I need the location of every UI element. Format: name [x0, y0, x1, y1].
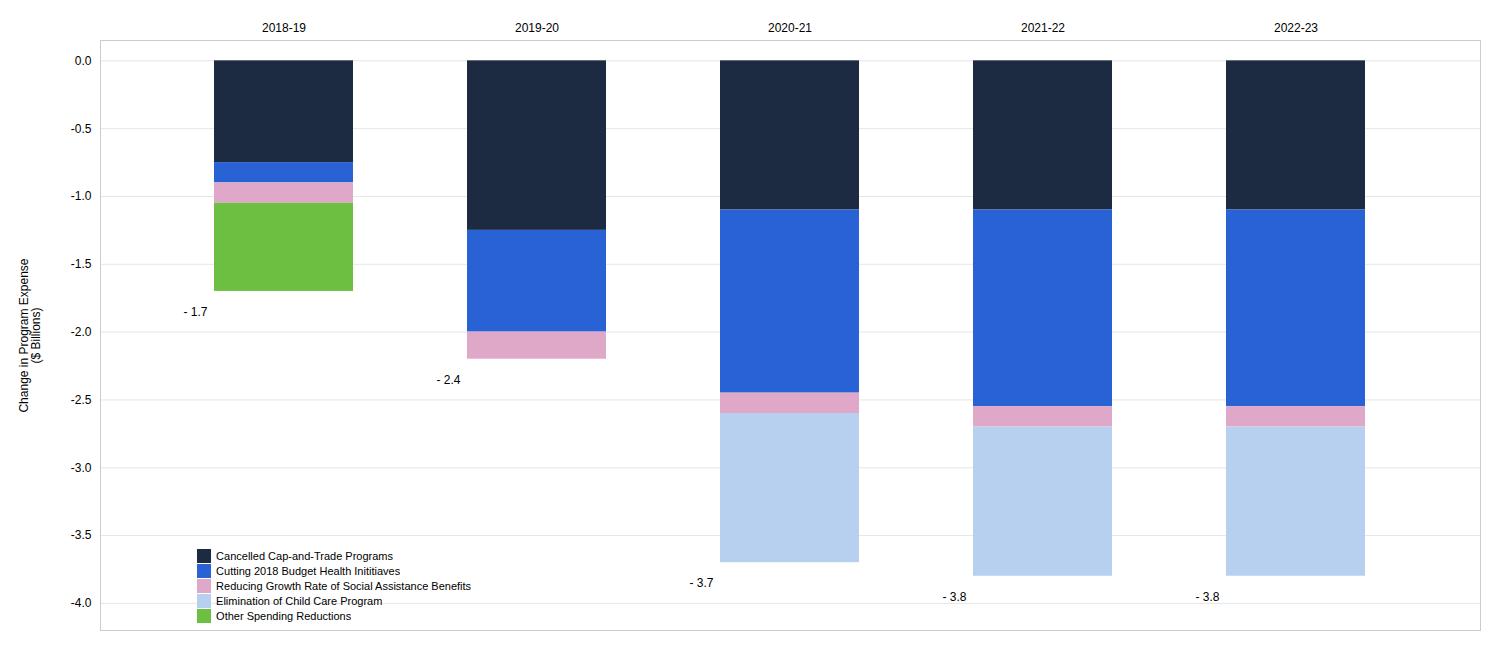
- svg-text:2020-21: 2020-21: [768, 21, 812, 35]
- svg-text:-1.0: -1.0: [71, 189, 92, 203]
- svg-text:- 1.7: - 1.7: [183, 305, 207, 319]
- svg-text:- 3.7: - 3.7: [689, 576, 713, 590]
- svg-text:-1.5: -1.5: [71, 257, 92, 271]
- svg-text:- 3.8: - 3.8: [942, 590, 966, 604]
- html-text:Elimination of Child Care Prog: Elimination of Child Care Program: [216, 595, 383, 607]
- svg-text:2022-23: 2022-23: [1274, 21, 1318, 35]
- html-text:Cancelled Cap-and-Trade Progra: Cancelled Cap-and-Trade Programs: [216, 550, 393, 562]
- svg-text:- 2.4: - 2.4: [436, 373, 460, 387]
- svg-text:-4.0: -4.0: [71, 596, 92, 610]
- svg-text:2021-22: 2021-22: [1021, 21, 1065, 35]
- svg-text:-2.0: -2.0: [71, 325, 92, 339]
- svg-text:Change in Program Expense($ Bi: Change in Program Expense($ Billions): [17, 258, 43, 412]
- html-text:Cutting 2018 Budget Health Ini: Cutting 2018 Budget Health Inititiaves: [216, 565, 401, 577]
- html-text:Reducing Growth Rate of Social: Reducing Growth Rate of Social Assistanc…: [216, 580, 472, 592]
- svg-text:2018-19: 2018-19: [262, 21, 306, 35]
- svg-text:- 3.8: - 3.8: [1195, 590, 1219, 604]
- svg-text:0.0: 0.0: [75, 54, 92, 68]
- svg-text:-0.5: -0.5: [71, 122, 92, 136]
- html-text:Other Spending Reductions: Other Spending Reductions: [216, 610, 352, 622]
- svg-text:-3.5: -3.5: [71, 528, 92, 542]
- svg-text:-3.0: -3.0: [71, 461, 92, 475]
- svg-text:2019-20: 2019-20: [515, 21, 559, 35]
- svg-text:-2.5: -2.5: [71, 393, 92, 407]
